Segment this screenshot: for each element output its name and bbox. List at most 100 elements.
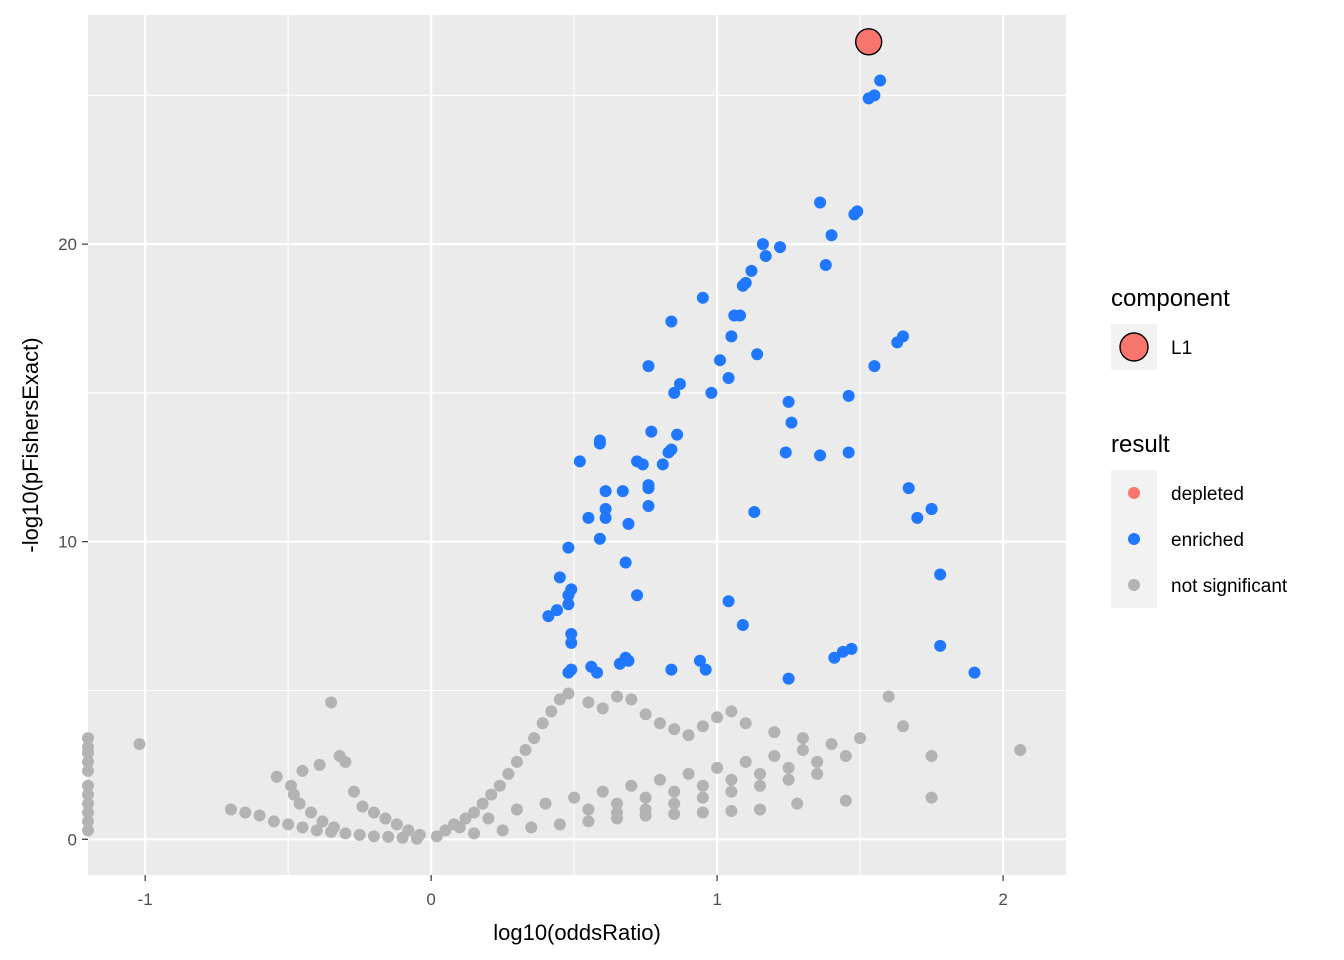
point-not-significant	[739, 755, 752, 768]
point-not-significant	[293, 797, 306, 810]
x-tick-label: -1	[138, 890, 153, 909]
point-not-significant	[582, 815, 595, 828]
point-not-significant	[82, 788, 94, 801]
point-enriched	[722, 595, 735, 608]
point-not-significant	[82, 764, 94, 777]
point-enriched	[845, 642, 858, 655]
point-enriched	[645, 425, 658, 438]
point-enriched	[828, 651, 841, 664]
point-enriched	[622, 517, 635, 530]
point-enriched	[673, 377, 686, 390]
point-enriched	[911, 511, 924, 524]
point-not-significant	[453, 821, 466, 834]
point-not-significant	[339, 827, 352, 840]
point-enriched	[613, 657, 626, 670]
point-not-significant	[811, 755, 824, 768]
point-not-significant	[525, 821, 538, 834]
point-not-significant	[539, 797, 552, 810]
point-not-significant	[367, 806, 380, 819]
point-not-significant	[811, 767, 824, 780]
point-not-significant	[725, 773, 738, 786]
point-enriched	[779, 446, 792, 459]
point-not-significant	[367, 830, 380, 843]
point-enriched	[665, 443, 678, 456]
point-not-significant	[825, 738, 838, 751]
point-enriched	[751, 348, 764, 361]
point-not-significant	[611, 806, 624, 819]
point-not-significant	[897, 720, 909, 733]
point-enriched	[782, 395, 795, 408]
point-not-significant	[925, 749, 938, 762]
point-enriched	[897, 330, 909, 343]
x-axis-title: log10(oddsRatio)	[493, 920, 661, 945]
legend-component-title: component	[1111, 285, 1230, 312]
point-not-significant	[754, 779, 767, 792]
point-not-significant	[754, 767, 767, 780]
point-not-significant	[224, 803, 237, 816]
point-enriched	[616, 485, 629, 498]
point-enriched	[785, 416, 798, 429]
point-enriched	[713, 354, 726, 367]
point-not-significant	[310, 824, 323, 837]
point-not-significant	[696, 806, 709, 819]
point-enriched	[599, 502, 612, 515]
point-not-significant	[653, 717, 666, 730]
point-not-significant	[796, 732, 809, 745]
point-not-significant	[313, 758, 326, 771]
point-not-significant	[325, 825, 338, 838]
point-not-significant	[459, 812, 472, 825]
point-not-significant	[639, 803, 652, 816]
point-not-significant	[553, 693, 566, 706]
point-enriched	[553, 571, 566, 584]
point-not-significant	[596, 785, 609, 798]
point-not-significant	[519, 744, 532, 757]
point-not-significant	[82, 824, 94, 837]
point-not-significant	[267, 815, 280, 828]
point-not-significant	[854, 732, 867, 745]
point-not-significant	[696, 779, 709, 792]
point-enriched	[582, 511, 595, 524]
point-not-significant	[725, 805, 738, 818]
point-not-significant	[476, 797, 489, 810]
point-not-significant	[82, 779, 94, 792]
point-enriched	[696, 291, 709, 304]
point-enriched	[593, 434, 606, 447]
point-not-significant	[625, 693, 638, 706]
point-not-significant	[545, 705, 558, 718]
legend-result-title: result	[1111, 431, 1170, 458]
x-tick-label: 0	[426, 890, 435, 909]
point-not-significant	[668, 723, 681, 736]
point-enriched	[656, 458, 669, 471]
legend-result: result depleted enriched not significant	[1111, 431, 1288, 608]
point-enriched	[665, 663, 678, 676]
point-not-significant	[839, 794, 852, 807]
point-enriched	[968, 666, 981, 679]
point-not-significant	[582, 803, 595, 816]
point-enriched	[699, 663, 712, 676]
point-enriched	[593, 532, 606, 545]
point-not-significant	[430, 830, 443, 843]
legend-result-key-not-significant	[1128, 579, 1140, 591]
point-enriched	[842, 446, 855, 459]
point-not-significant	[696, 720, 709, 733]
point-not-significant	[296, 764, 309, 777]
point-not-significant	[347, 785, 360, 798]
point-not-significant	[82, 806, 94, 819]
point-not-significant	[668, 785, 681, 798]
point-not-significant	[296, 821, 309, 834]
plot-panel	[88, 15, 1066, 875]
point-not-significant	[496, 824, 509, 837]
point-not-significant	[82, 732, 94, 745]
point-enriched	[874, 74, 887, 87]
data-points	[82, 28, 1027, 845]
point-not-significant	[553, 818, 566, 831]
point-enriched	[748, 505, 761, 518]
legend-component-key-l1	[1119, 332, 1149, 362]
point-not-significant	[611, 797, 624, 810]
point-enriched	[636, 458, 649, 471]
point-not-significant	[253, 809, 266, 822]
point-not-significant	[325, 696, 338, 709]
y-axis-title: -log10(pFishersExact)	[18, 337, 43, 552]
point-enriched	[599, 485, 612, 498]
point-enriched	[671, 428, 684, 441]
